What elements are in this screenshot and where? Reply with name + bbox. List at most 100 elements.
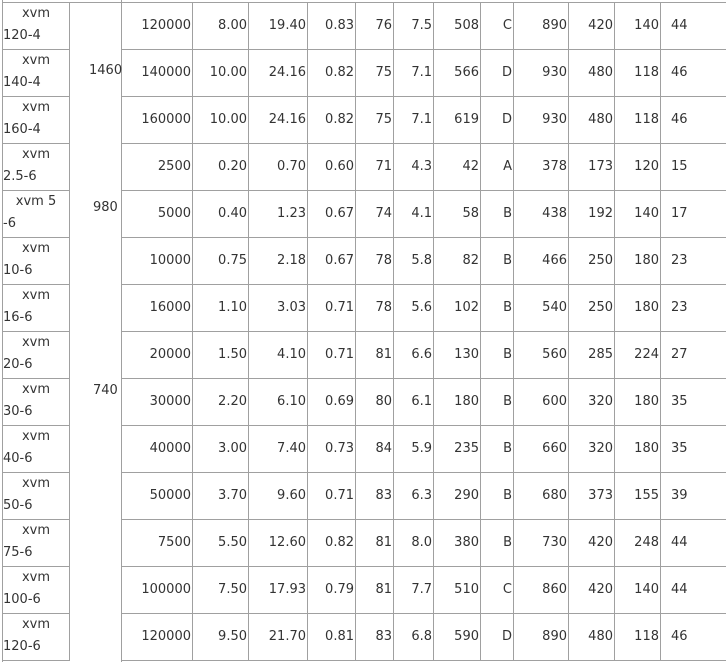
value-cell: 140000	[122, 50, 193, 97]
value-cell: 15	[661, 144, 726, 191]
value-cell: 120000	[122, 3, 193, 50]
model-cell: xvm 2.5-6	[3, 144, 70, 191]
value-cell: 860	[514, 567, 569, 614]
value-cell: 378	[514, 144, 569, 191]
model-text: 120-6	[3, 639, 41, 654]
value-cell: 2500	[122, 144, 193, 191]
model-text: xvm	[21, 53, 51, 68]
value-cell: 560	[514, 332, 569, 379]
value-cell: 44	[661, 3, 726, 50]
value-cell: 46	[661, 50, 726, 97]
value-cell: 600	[514, 379, 569, 426]
value-cell: 235	[434, 426, 481, 473]
value-cell: 0.67	[308, 191, 356, 238]
value-cell: 76	[356, 3, 394, 50]
value-cell: 180	[615, 426, 661, 473]
model-cell: xvm 40-6	[3, 426, 70, 473]
model-text: 100-6	[3, 592, 41, 607]
model-cell: xvm 10-6	[3, 238, 70, 285]
value-cell: 1.10	[193, 285, 249, 332]
value-cell: 0.67	[308, 238, 356, 285]
value-cell: 75	[356, 97, 394, 144]
value-cell: 19.40	[249, 3, 308, 50]
value-cell: B	[481, 332, 514, 379]
value-cell: 82	[434, 238, 481, 285]
model-text: xvm	[21, 617, 51, 632]
value-cell: 5.6	[394, 285, 434, 332]
value-cell: 83	[356, 473, 394, 520]
value-cell: 0.83	[308, 3, 356, 50]
value-cell: 250	[569, 285, 615, 332]
value-cell: 0.79	[308, 567, 356, 614]
value-cell: 420	[569, 567, 615, 614]
value-cell: C	[481, 567, 514, 614]
value-cell: 320	[569, 426, 615, 473]
value-cell: 0.75	[193, 238, 249, 285]
value-cell: 4.3	[394, 144, 434, 191]
value-cell: 180	[615, 285, 661, 332]
value-cell: 480	[569, 614, 615, 661]
speed-label: 1460	[89, 63, 123, 78]
value-cell: 285	[569, 332, 615, 379]
value-cell: 180	[615, 379, 661, 426]
value-cell: 140	[615, 3, 661, 50]
value-cell: 6.3	[394, 473, 434, 520]
model-cell: xvm 120-4	[3, 3, 70, 50]
value-cell: 0.71	[308, 332, 356, 379]
value-cell: 27	[661, 332, 726, 379]
model-cell: xvm 30-6	[3, 379, 70, 426]
value-cell: 420	[569, 3, 615, 50]
model-cell: xvm 120-6	[3, 614, 70, 661]
value-cell: B	[481, 285, 514, 332]
value-cell: 4.10	[249, 332, 308, 379]
value-cell: 6.8	[394, 614, 434, 661]
value-cell: 81	[356, 332, 394, 379]
value-cell: 24.16	[249, 97, 308, 144]
model-text: 160-4	[3, 122, 41, 137]
value-cell: 140	[615, 191, 661, 238]
model-text: xvm	[21, 429, 51, 444]
value-cell: 5.8	[394, 238, 434, 285]
model-text: 2.5-6	[3, 169, 37, 184]
value-cell: D	[481, 97, 514, 144]
value-cell: 224	[615, 332, 661, 379]
model-text: 40-6	[3, 451, 33, 466]
value-cell: 0.69	[308, 379, 356, 426]
value-cell: 120000	[122, 614, 193, 661]
value-cell: 17	[661, 191, 726, 238]
model-text: xvm	[21, 382, 51, 397]
value-cell: 160000	[122, 97, 193, 144]
value-cell: 2.20	[193, 379, 249, 426]
model-text: 10-6	[3, 263, 33, 278]
value-cell: 0.60	[308, 144, 356, 191]
value-cell: 7.1	[394, 97, 434, 144]
value-cell: 466	[514, 238, 569, 285]
value-cell: 510	[434, 567, 481, 614]
value-cell: 9.50	[193, 614, 249, 661]
value-cell: 5000	[122, 191, 193, 238]
value-cell: 0.20	[193, 144, 249, 191]
model-text: xvm	[21, 241, 51, 256]
value-cell: 7.5	[394, 3, 434, 50]
value-cell: 0.82	[308, 520, 356, 567]
value-cell: B	[481, 473, 514, 520]
model-cell: xvm 5 -6	[3, 191, 70, 238]
value-cell: 155	[615, 473, 661, 520]
model-text: 20-6	[3, 357, 33, 372]
value-cell: 58	[434, 191, 481, 238]
value-cell: 71	[356, 144, 394, 191]
value-cell: 10.00	[193, 97, 249, 144]
value-cell: 40000	[122, 426, 193, 473]
value-cell: 46	[661, 97, 726, 144]
value-cell: 480	[569, 97, 615, 144]
value-cell: 10.00	[193, 50, 249, 97]
value-cell: 7.7	[394, 567, 434, 614]
value-cell: B	[481, 191, 514, 238]
value-cell: 50000	[122, 473, 193, 520]
model-cell: xvm 50-6	[3, 473, 70, 520]
value-cell: 180	[615, 238, 661, 285]
value-cell: 420	[569, 520, 615, 567]
value-cell: 42	[434, 144, 481, 191]
value-cell: C	[481, 3, 514, 50]
